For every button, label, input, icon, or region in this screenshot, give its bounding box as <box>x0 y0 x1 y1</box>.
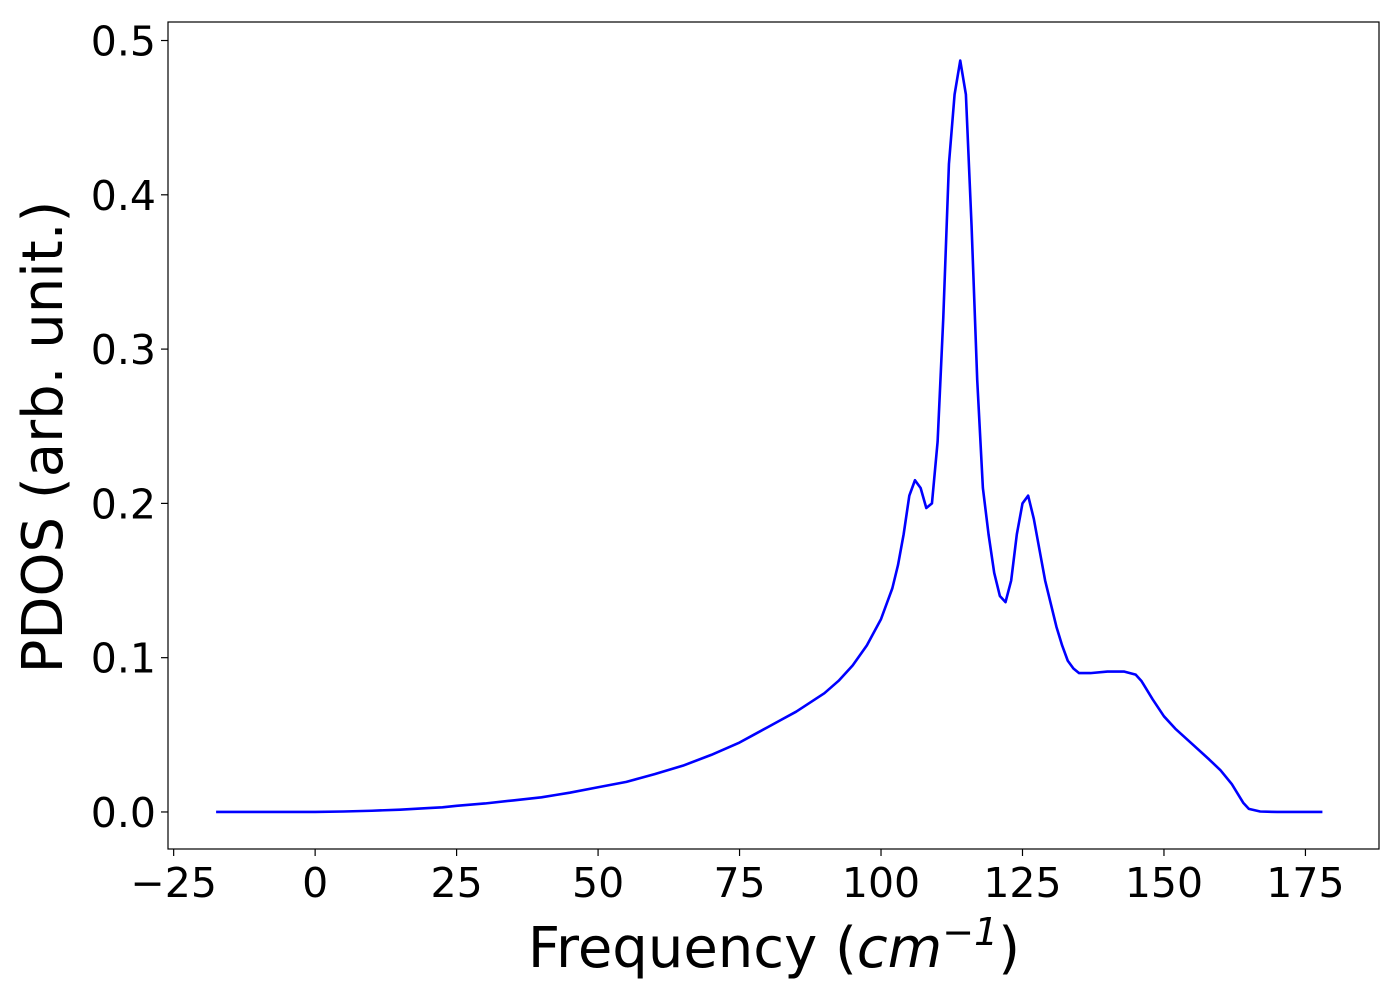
x-tick-label: 150 <box>1125 859 1203 907</box>
y-tick-label: 0.0 <box>91 789 156 837</box>
x-axis-label-prefix: Frequency ( <box>528 916 857 981</box>
x-tick-label: 0 <box>302 859 328 907</box>
x-tick-label: 50 <box>572 859 624 907</box>
plot-frame <box>167 21 1380 850</box>
plot-area <box>216 59 1323 814</box>
x-tick-label: 100 <box>842 859 920 907</box>
x-axis-label-suffix: ) <box>998 916 1020 981</box>
y-tick-label: 0.3 <box>91 326 156 374</box>
y-axis-label: PDOS (arb. unit.) <box>11 201 76 674</box>
y-tick-label: 0.4 <box>91 172 156 220</box>
x-tick-label: 25 <box>431 859 483 907</box>
y-tick-label: 0.5 <box>91 18 156 66</box>
y-tick-label: 0.2 <box>91 480 156 528</box>
y-axis: 0.0 0.1 0.2 0.3 0.4 0.5 <box>91 18 168 837</box>
x-axis-label-unit-exp: −1 <box>942 910 998 954</box>
x-tick-label: 175 <box>1266 859 1344 907</box>
x-axis: −25 0 25 50 75 100 125 150 175 <box>130 849 1345 907</box>
x-axis-label: Frequency (cm−1) <box>528 910 1020 981</box>
x-tick-label: −25 <box>130 859 217 907</box>
x-tick-label: 75 <box>713 859 765 907</box>
series-line-0 <box>216 59 1323 814</box>
x-tick-label: 125 <box>983 859 1061 907</box>
y-tick-label: 0.1 <box>91 635 156 683</box>
x-axis-label-unit-base: cm <box>857 916 942 981</box>
